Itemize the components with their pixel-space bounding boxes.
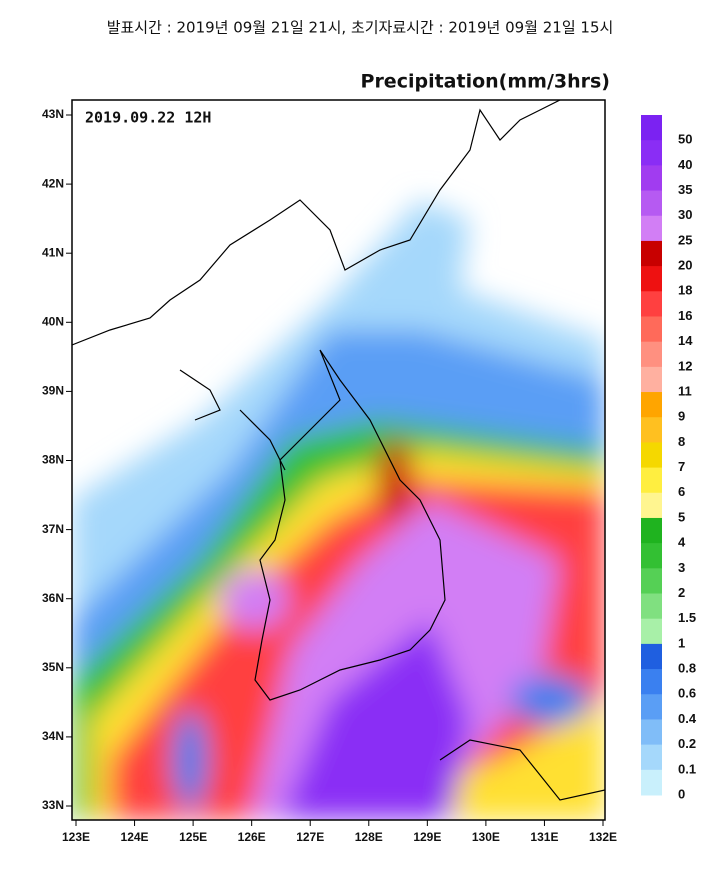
colorbar-label: 0.6 — [678, 686, 696, 701]
lat-label: 41N — [42, 245, 64, 259]
colorbar-swatch — [641, 190, 662, 217]
colorbar-label: 4 — [678, 535, 686, 550]
colorbar-swatch — [641, 517, 662, 544]
lon-label: 128E — [355, 830, 383, 844]
colorbar-swatch — [641, 568, 662, 595]
lon-label: 129E — [413, 830, 441, 844]
colorbar-label: 35 — [678, 182, 692, 197]
colorbar-swatch — [641, 215, 662, 242]
lat-label: 38N — [42, 453, 64, 467]
colorbar-swatch — [641, 492, 662, 519]
colorbar-swatch — [641, 719, 662, 746]
colorbar-swatch — [641, 618, 662, 645]
lon-label: 125E — [179, 830, 207, 844]
colorbar-swatch — [641, 341, 662, 368]
colorbar-swatch — [641, 240, 662, 267]
colorbar-swatch — [641, 316, 662, 343]
timestamp: 2019.09.22 12H — [85, 109, 211, 127]
lat-label: 33N — [42, 798, 64, 812]
colorbar-label: 5 — [678, 509, 685, 524]
lon-label: 123E — [62, 830, 90, 844]
colorbar-label: 1 — [678, 635, 685, 650]
lon-label: 124E — [121, 830, 149, 844]
timestamp-box — [80, 106, 250, 128]
colorbar-swatch — [641, 366, 662, 393]
colorbar-swatch — [641, 115, 662, 141]
colorbar-swatch — [641, 266, 662, 292]
colorbar-label: 9 — [678, 409, 685, 424]
colorbar-label: 20 — [678, 258, 692, 273]
colorbar-label: 40 — [678, 157, 692, 172]
colorbar-label: 50 — [678, 132, 692, 147]
colorbar-label: 0.1 — [678, 761, 696, 776]
colorbar-swatch — [641, 669, 662, 695]
colorbar-label: 14 — [678, 333, 693, 348]
colorbar-swatch — [641, 543, 662, 569]
colorbar-label: 12 — [678, 358, 692, 373]
lon-label: 130E — [472, 830, 500, 844]
issue-time: 발표시간 : 2019년 09월 21일 21시, 초기자료시간 : 2019년… — [107, 19, 614, 37]
lat-label: 36N — [42, 591, 64, 605]
colorbar-label: 0 — [678, 786, 685, 801]
lat-label: 39N — [42, 384, 64, 398]
colorbar-swatch — [641, 291, 662, 317]
lat-label: 34N — [42, 729, 64, 743]
colorbar-swatch — [641, 467, 662, 494]
colorbar-label: 0.8 — [678, 661, 696, 676]
colorbar-label: 16 — [678, 308, 692, 323]
colorbar-label: 25 — [678, 232, 692, 247]
colorbar-label: 8 — [678, 434, 685, 449]
colorbar-label: 18 — [678, 283, 692, 298]
colorbar-swatch — [641, 744, 662, 771]
colorbar-label: 0.2 — [678, 736, 696, 751]
colorbar-label: 0.4 — [678, 711, 697, 726]
colorbar-label: 6 — [678, 484, 685, 499]
map-title: Precipitation(mm/3hrs) — [361, 71, 610, 93]
precip-field — [72, 100, 605, 820]
colorbar-swatch — [641, 165, 662, 192]
colorbar-label: 1.5 — [678, 610, 696, 625]
lat-label: 35N — [42, 660, 64, 674]
colorbar-swatch — [641, 392, 662, 418]
lat-label: 42N — [42, 176, 64, 190]
lon-label: 132E — [589, 830, 617, 844]
colorbar-swatch — [641, 593, 662, 620]
colorbar-label: 11 — [678, 383, 692, 398]
lon-label: 126E — [238, 830, 266, 844]
colorbar-label: 30 — [678, 207, 692, 222]
colorbar-swatch — [641, 417, 662, 443]
lon-label: 131E — [530, 830, 558, 844]
colorbar-swatch — [641, 694, 662, 720]
colorbar-swatch — [641, 643, 662, 670]
colorbar-swatch — [641, 140, 662, 166]
colorbar-swatch — [641, 769, 662, 796]
lat-label: 40N — [42, 314, 64, 328]
lon-label: 127E — [296, 830, 324, 844]
colorbar-label: 2 — [678, 585, 685, 600]
colorbar-swatch — [641, 442, 662, 469]
colorbar-label: 3 — [678, 560, 685, 575]
lat-label: 43N — [42, 107, 64, 121]
lat-label: 37N — [42, 522, 64, 536]
colorbar-label: 7 — [678, 459, 685, 474]
